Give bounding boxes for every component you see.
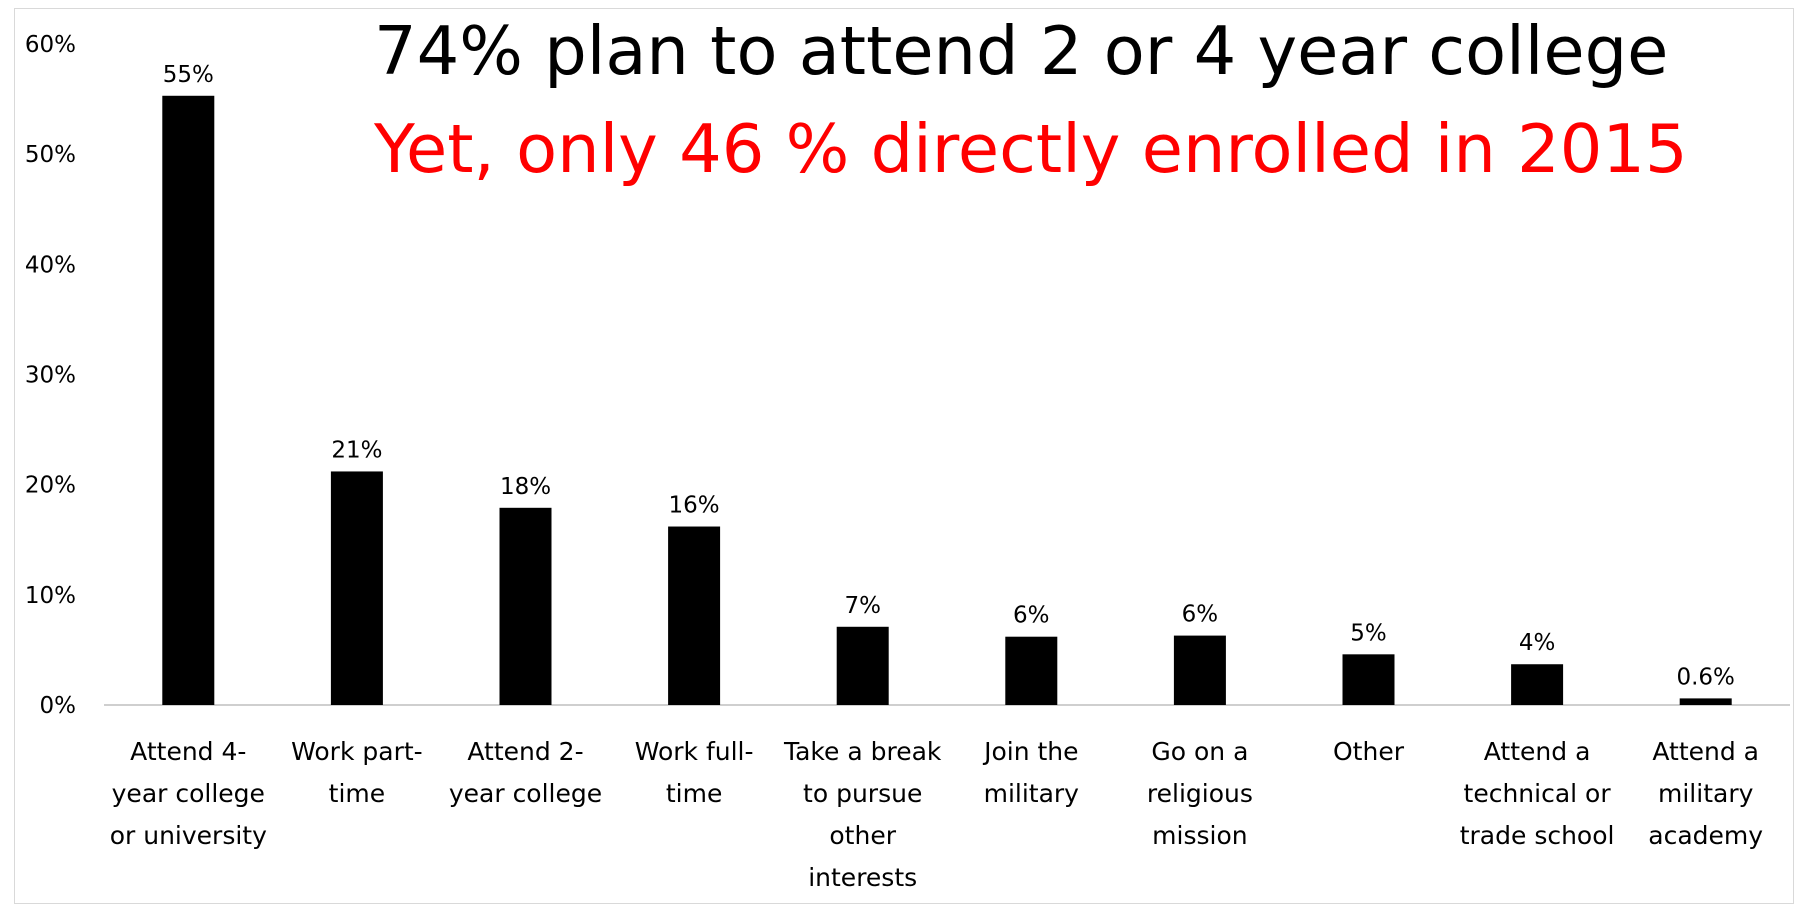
category-label: Attend a bbox=[1484, 737, 1591, 766]
category-label: Go on a bbox=[1151, 737, 1248, 766]
data-label: 6% bbox=[1182, 602, 1219, 628]
bar bbox=[162, 95, 215, 706]
category-label: other bbox=[829, 821, 896, 850]
headline-enrolled: Yet, only 46 % directly enrolled in 2015 bbox=[374, 110, 1688, 188]
bar bbox=[499, 507, 552, 705]
category-label: academy bbox=[1648, 821, 1763, 850]
data-label: 6% bbox=[1013, 603, 1050, 629]
bar bbox=[1679, 698, 1732, 705]
category-label: interests bbox=[808, 863, 917, 892]
chart-frame bbox=[14, 8, 1794, 904]
category-label: Attend 4- bbox=[130, 737, 246, 766]
category-label: Join the bbox=[982, 737, 1078, 766]
category-label: Work full- bbox=[635, 737, 754, 766]
category-label: year college bbox=[449, 779, 602, 808]
data-label: 55% bbox=[163, 62, 214, 88]
category-label: time bbox=[329, 779, 385, 808]
category-label: trade school bbox=[1460, 821, 1615, 850]
category-label: technical or bbox=[1464, 779, 1612, 808]
category-label: to pursue bbox=[803, 779, 922, 808]
data-label: 16% bbox=[669, 493, 720, 519]
category-label: mission bbox=[1152, 821, 1247, 850]
category-label: year college bbox=[112, 779, 265, 808]
data-label: 18% bbox=[500, 474, 551, 500]
y-tick-label: 60% bbox=[25, 32, 76, 58]
y-tick-label: 0% bbox=[40, 693, 77, 719]
data-label: 0.6% bbox=[1676, 664, 1734, 690]
category-label: Attend a bbox=[1652, 737, 1759, 766]
y-tick-label: 10% bbox=[25, 583, 76, 609]
data-label: 7% bbox=[844, 593, 881, 619]
category-label: Work part- bbox=[291, 737, 423, 766]
data-label: 21% bbox=[331, 437, 382, 463]
bar bbox=[668, 526, 721, 705]
bar bbox=[330, 471, 383, 705]
bar bbox=[1173, 635, 1226, 705]
bar bbox=[836, 626, 889, 705]
headline-plan: 74% plan to attend 2 or 4 year college bbox=[374, 12, 1669, 90]
category-label: military bbox=[1658, 779, 1754, 808]
category-label: Attend 2- bbox=[467, 737, 583, 766]
y-tick-label: 50% bbox=[25, 142, 76, 168]
y-tick-label: 40% bbox=[25, 252, 76, 278]
category-label: or university bbox=[110, 821, 267, 850]
bar bbox=[1511, 664, 1564, 705]
category-label: military bbox=[984, 779, 1080, 808]
data-label: 5% bbox=[1350, 620, 1387, 646]
category-label: time bbox=[666, 779, 722, 808]
bar bbox=[1342, 654, 1395, 705]
y-tick-label: 30% bbox=[25, 363, 76, 389]
bar bbox=[1005, 636, 1058, 705]
y-tick-label: 20% bbox=[25, 473, 76, 499]
data-label: 4% bbox=[1519, 630, 1556, 656]
category-label: Take a break bbox=[783, 737, 942, 766]
category-label: Other bbox=[1333, 737, 1405, 766]
category-label: religious bbox=[1147, 779, 1253, 808]
